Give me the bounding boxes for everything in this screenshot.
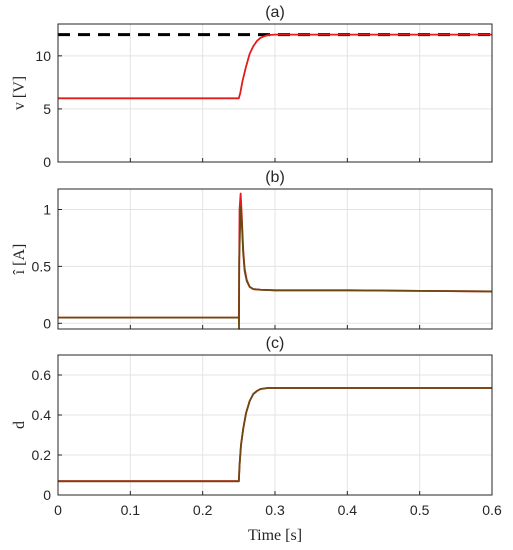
y-tick-label: 0.6 bbox=[32, 367, 52, 383]
y-axis-label: d bbox=[11, 421, 28, 429]
y-tick-label: 5 bbox=[43, 101, 51, 117]
x-tick-label: 0.3 bbox=[265, 502, 285, 518]
series-line-estimate bbox=[58, 206, 493, 330]
x-tick-label: 0.6 bbox=[482, 502, 502, 518]
y-tick-label: 1 bbox=[43, 201, 51, 217]
x-tick-label: 0.4 bbox=[338, 502, 358, 518]
y-tick-label: 0.4 bbox=[32, 407, 52, 423]
y-tick-label: 0.2 bbox=[32, 447, 52, 463]
panel-a: 0 5 10 (a) v [V] bbox=[11, 4, 493, 170]
panel-title: (b) bbox=[265, 169, 285, 186]
panel-title: (c) bbox=[266, 335, 285, 352]
x-axis-label: Time [s] bbox=[248, 527, 302, 544]
x-tick-label: 0.2 bbox=[193, 502, 213, 518]
x-tick-label: 0.5 bbox=[410, 502, 430, 518]
y-axis-label: v [V] bbox=[11, 76, 28, 110]
panel-title: (a) bbox=[265, 4, 285, 21]
y-tick-label: 0 bbox=[43, 315, 51, 331]
x-tick-label: 0 bbox=[54, 502, 62, 518]
panel-c: 0 0.2 0.4 0.6 0 0.1 0.2 0.3 0.4 0.5 0.6 (c) d bbox=[11, 335, 502, 518]
series-line-measured bbox=[58, 33, 492, 100]
series-line-estimate bbox=[58, 387, 492, 483]
panel-b: 0 0.5 1 (b) î [A] bbox=[11, 169, 493, 331]
y-tick-label: 0 bbox=[43, 154, 51, 170]
y-tick-label: 10 bbox=[35, 48, 51, 64]
y-tick-label: 0.5 bbox=[32, 258, 52, 274]
y-axis-label: î [A] bbox=[11, 244, 28, 276]
x-tick-label: 0.1 bbox=[121, 502, 141, 518]
y-tick-label: 0 bbox=[43, 487, 51, 503]
